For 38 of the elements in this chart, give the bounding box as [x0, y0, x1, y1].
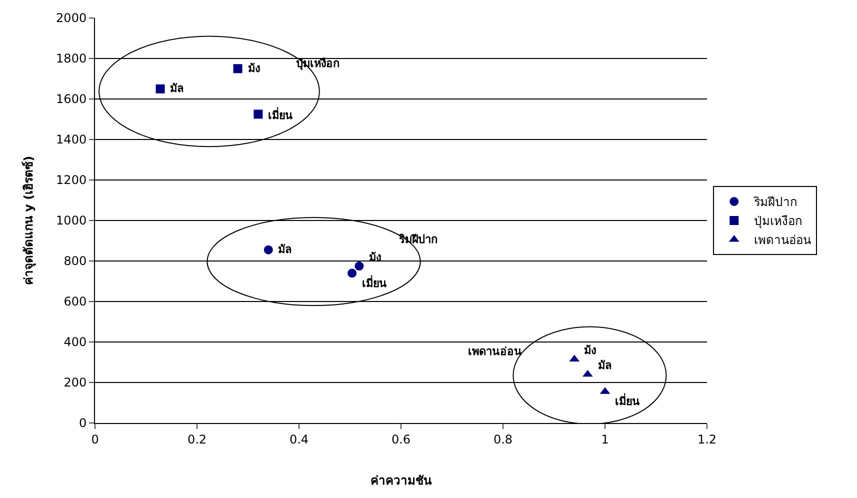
- x-tick-label: 0.8: [493, 432, 513, 446]
- point: [354, 262, 364, 271]
- x-tick-label: 0.2: [187, 432, 207, 446]
- y-axis-title: ค่าจุดตัดแกน y (เฮิรตซ์): [21, 156, 36, 286]
- y-tick-label: 1800: [56, 52, 87, 66]
- y-tick-label: 1200: [56, 173, 87, 188]
- y-tick-label: 2000: [56, 11, 87, 26]
- annotation: มัล: [278, 243, 292, 256]
- annotation: มัล: [598, 359, 612, 372]
- x-tick-label: 0.4: [289, 432, 309, 446]
- y-tick-label: 1600: [56, 92, 87, 106]
- point: [156, 84, 165, 94]
- point: [233, 64, 242, 74]
- y-tick-label: 1000: [56, 214, 87, 228]
- annotation: เพดานอ่อน: [468, 345, 522, 358]
- y-tick-label: 600: [64, 294, 87, 309]
- point: [264, 245, 273, 254]
- point: [348, 268, 357, 278]
- annotation: ม้ง: [584, 344, 596, 357]
- x-axis-title: ค่าความชัน: [370, 473, 432, 488]
- x-tick-label: 1.2: [697, 432, 717, 446]
- y-tick-label: 400: [64, 335, 87, 350]
- annotation: เมี่ยน: [615, 393, 640, 408]
- y-tick-label: 0: [78, 416, 87, 430]
- y-tick-label: 200: [64, 376, 87, 390]
- y-tick-label: 1400: [56, 132, 87, 147]
- x-tick-label: 0: [91, 432, 99, 446]
- annotation: ม้ง: [248, 62, 260, 75]
- annotation: เมี่ยน: [268, 107, 293, 122]
- point: [254, 110, 263, 119]
- legend-label: เพดานอ่อน: [754, 233, 812, 248]
- x-tick-label: 0.6: [391, 432, 411, 446]
- annotation: เมี่ยน: [362, 275, 387, 290]
- annotation: มัล: [170, 82, 184, 95]
- x-tick-label: 1: [601, 432, 609, 446]
- y-tick-label: 800: [64, 254, 87, 268]
- legend-label: ริมฝีปาก: [753, 195, 798, 210]
- legend-label: ปุ่มเหงือก: [754, 214, 802, 230]
